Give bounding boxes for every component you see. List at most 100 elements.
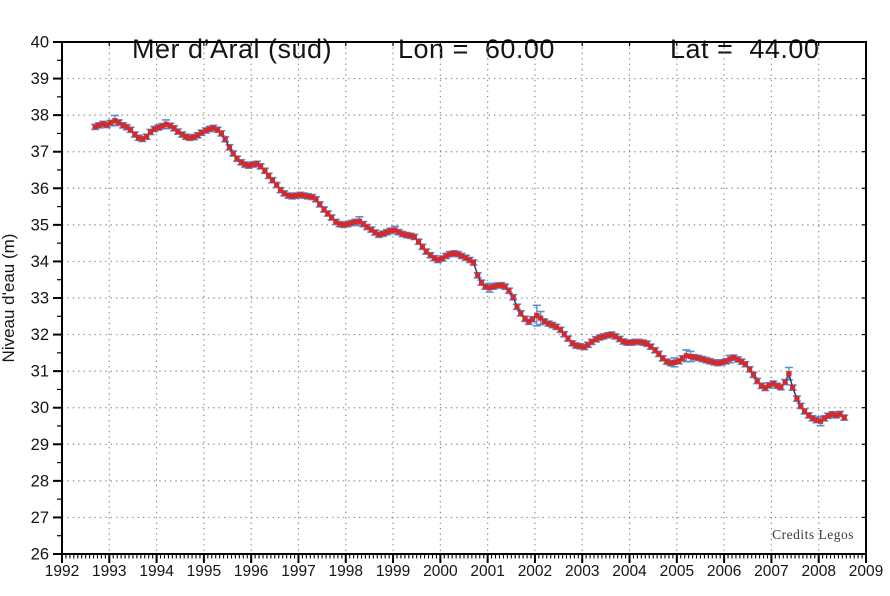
data-point [747,366,753,372]
y-tick-label: 28 [31,472,49,490]
data-point [159,123,165,129]
data-point [644,341,650,347]
x-tick-label: 2001 [470,563,504,580]
data-point [222,136,228,142]
data-point [376,232,382,238]
data-point [120,122,126,128]
data-point [266,173,272,179]
data-point [372,229,378,236]
data-point [636,339,642,345]
data-point [348,220,355,226]
data-point [494,282,500,289]
y-tick-label: 37 [31,143,49,161]
data-point [415,239,422,245]
data-point [356,218,363,224]
x-tick-label: 2002 [518,563,552,580]
x-tick-label: 1999 [376,563,410,580]
data-point [179,131,185,138]
data-point [435,257,441,263]
data-point [167,123,173,129]
data-point [526,319,532,325]
data-markers [92,118,847,424]
data-point [557,327,564,333]
data-point [124,124,130,130]
credits-text: Credits Legos [772,527,854,542]
data-point [317,201,323,207]
data-point [274,182,280,188]
data-point [790,385,796,391]
data-point [758,383,765,389]
x-tick-label: 2005 [660,563,694,580]
y-tick-label: 33 [31,290,49,308]
data-point [297,192,303,198]
data-point [195,132,201,138]
data-point [798,403,804,409]
data-point [534,312,540,319]
data-point [301,193,307,199]
data-point [529,316,536,322]
data-point [147,129,154,135]
data-point [210,125,216,131]
data-point [183,134,189,140]
data-point [104,122,110,128]
data-point [624,340,630,346]
x-tick-label: 1996 [234,563,268,580]
data-point [171,125,177,131]
data-point [112,118,118,124]
data-point [605,332,611,338]
data-point [809,415,816,421]
data-point [399,231,406,237]
data-point [786,371,792,377]
data-point [549,322,556,328]
y-tick-label: 30 [31,399,49,417]
data-point [514,304,520,310]
x-tick-label: 1997 [281,563,315,580]
data-point [735,356,741,363]
data-point [447,251,453,257]
data-point [806,412,812,418]
data-point [218,130,224,137]
data-point [127,127,134,133]
data-point [616,336,623,342]
x-tick-label: 2006 [707,563,741,580]
data-point [451,250,457,256]
data-point [151,126,157,132]
data-point [774,383,780,389]
data-point [502,284,508,290]
data-point [340,222,346,228]
data-point [676,358,682,364]
data-point [711,359,717,365]
data-point [175,129,181,135]
data-point [250,161,256,168]
y-tick-label: 29 [31,436,49,454]
data-point [656,351,662,357]
data-point [664,359,670,365]
data-point [392,227,398,233]
data-point [116,119,122,126]
data-point [817,418,824,424]
data-point [96,122,102,128]
data-point [490,284,496,290]
data-point [277,187,284,193]
x-tick-label: 1993 [92,563,126,580]
data-point [486,285,493,291]
data-point [419,244,425,250]
data-point [608,331,615,338]
data-point [750,372,757,378]
data-point [782,379,788,385]
data-point [226,144,233,150]
data-point [561,331,567,337]
data-point [285,193,292,199]
data-point [423,248,429,255]
data-point [794,395,800,402]
data-point [538,315,544,321]
data-point [620,338,626,345]
data-point [309,194,315,200]
gridlines [62,42,866,554]
data-point [206,126,213,132]
data-point [163,121,169,127]
data-point [498,282,504,288]
data-point [565,335,571,342]
